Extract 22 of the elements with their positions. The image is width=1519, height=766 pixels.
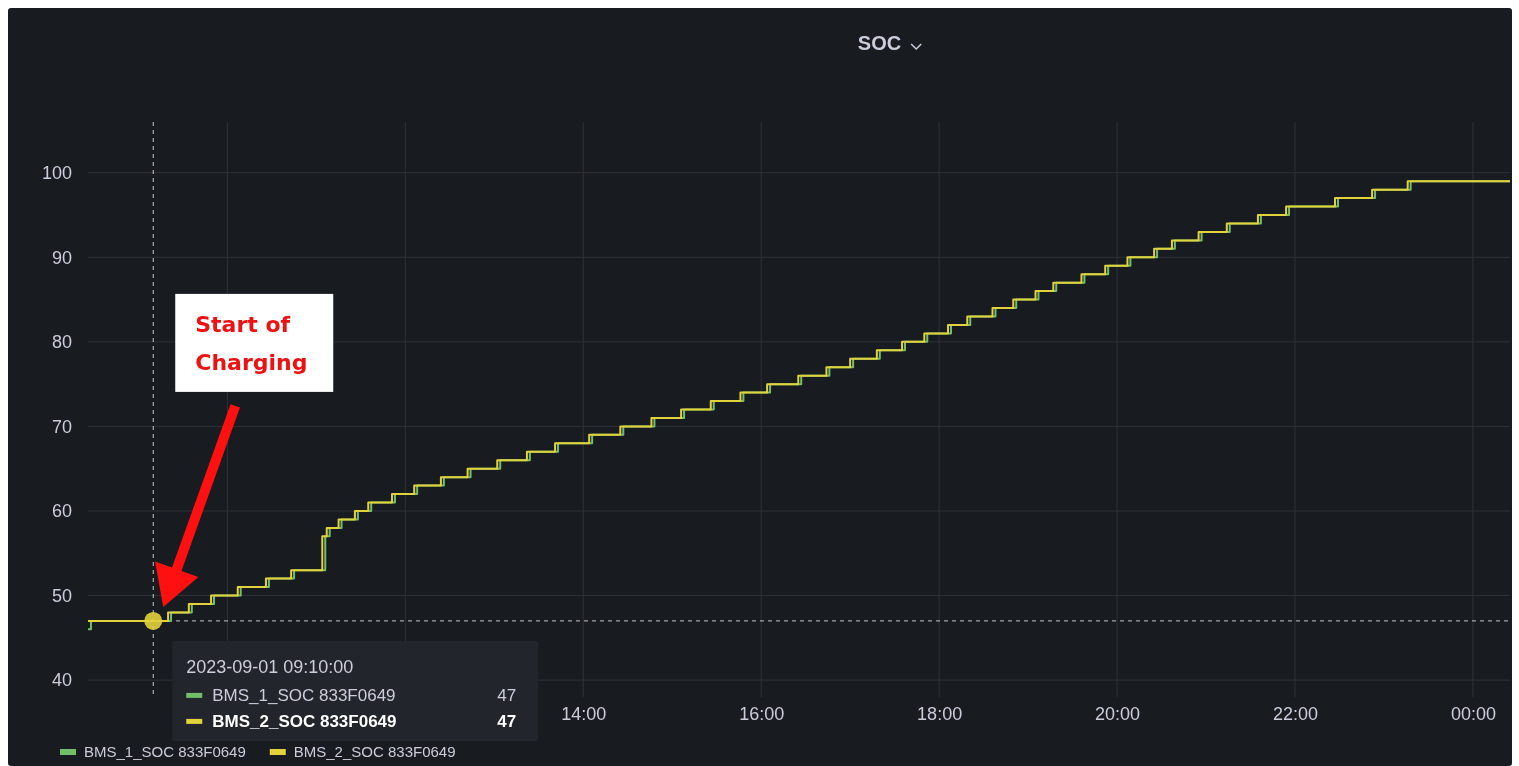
text: 47 [497, 711, 517, 731]
y-tick-label: 70 [51, 416, 72, 437]
x-tick-label: 18:00 [917, 703, 963, 724]
x-tick-label: 16:00 [739, 703, 785, 724]
y-tick-label: 80 [51, 332, 72, 353]
y-tick-label: 40 [51, 670, 72, 691]
chart-title: SOC [857, 32, 902, 54]
annotation: 47 [497, 685, 517, 705]
x-tick-label: 20:00 [1095, 703, 1141, 724]
text: BMS_2_SOC 833F0649 [293, 743, 456, 760]
text: BMS_1_SOC 833F0649 [84, 743, 246, 760]
x-tick-label: 14:00 [561, 703, 607, 724]
annotation: 2023-09-01 09:10:00 [186, 656, 354, 677]
legend-label: BMS_1_SOC 833F0649 [212, 685, 396, 705]
x-tick-label: 00:00 [1450, 703, 1496, 724]
y-tick-label: 50 [51, 585, 72, 606]
y-tick-label: 100 [41, 163, 72, 183]
y-tick-label: 60 [51, 501, 72, 522]
legend-label: BMS_2_SOC 833F0649 [212, 711, 397, 731]
x-tick-label: 22:00 [1272, 703, 1319, 724]
annotation: Start of Charging [195, 311, 308, 375]
y-tick-label: 90 [51, 247, 72, 268]
